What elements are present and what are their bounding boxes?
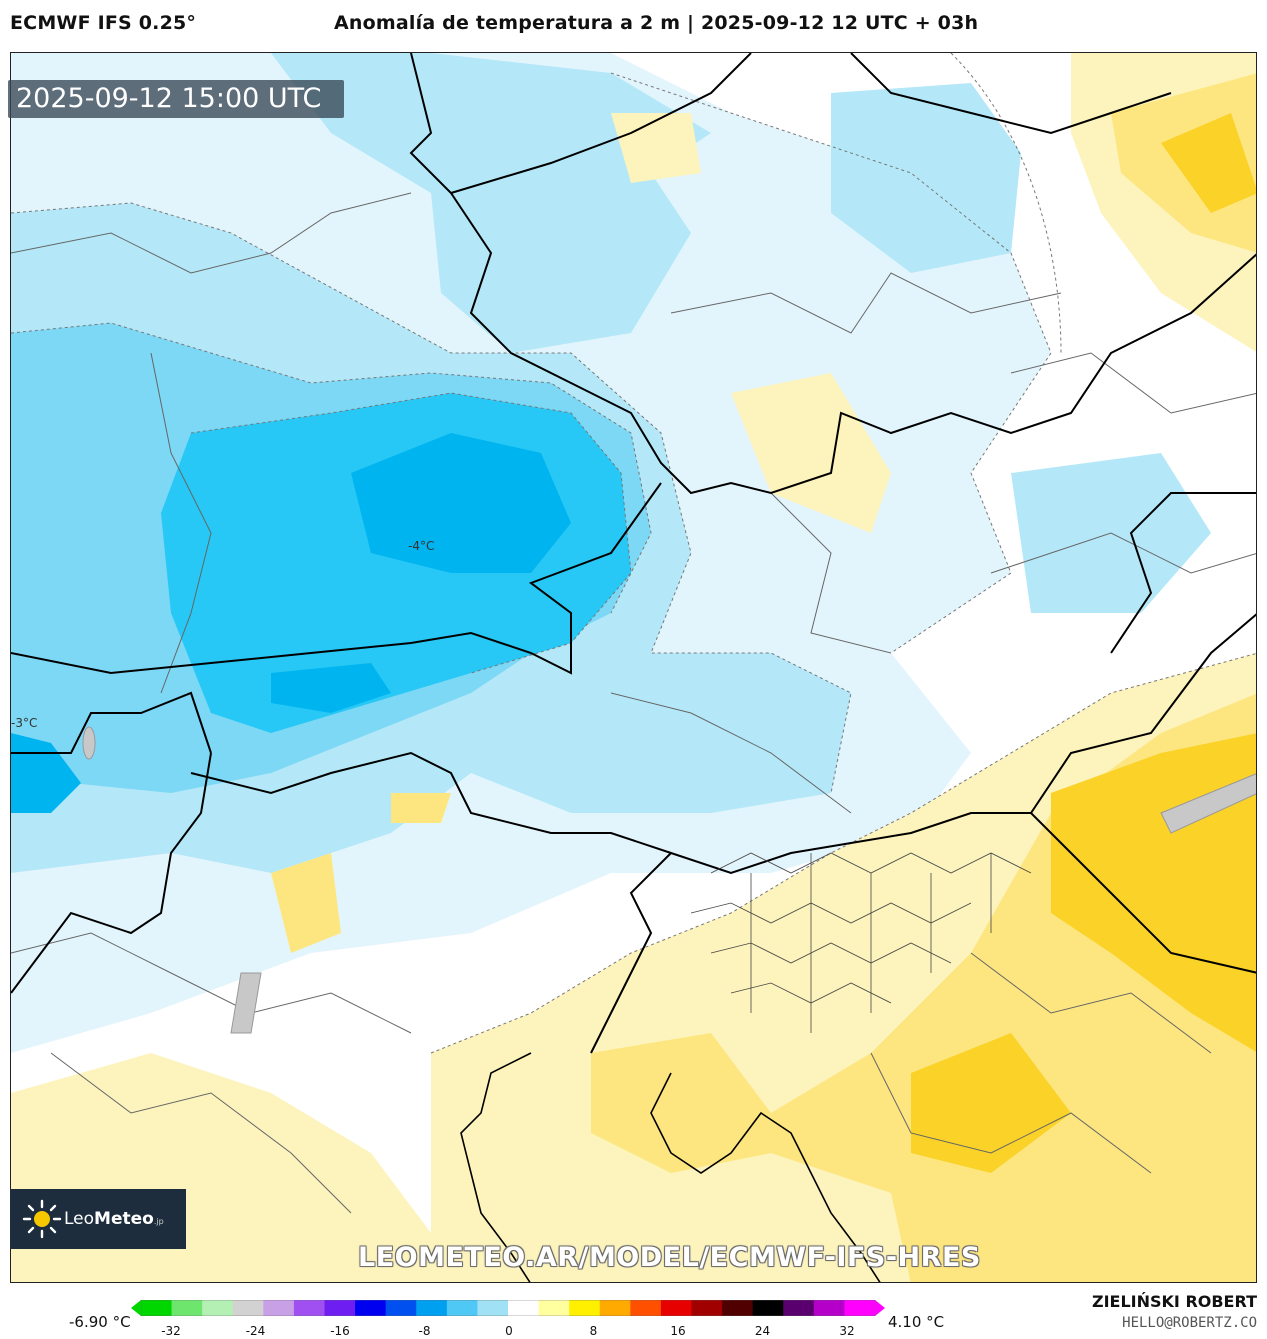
colorbar-cell <box>844 1300 876 1316</box>
colorbar-cell <box>569 1300 601 1316</box>
colorbar-cell <box>477 1300 509 1316</box>
colorbar-cell <box>263 1300 295 1316</box>
colorbar-cell <box>722 1300 754 1316</box>
colorbar-tick-label: -24 <box>245 1324 266 1338</box>
lakes <box>82 726 1256 1034</box>
cold-core-area <box>351 433 571 573</box>
contour-lines <box>11 53 1256 1054</box>
leometeo-logo[interactable]: LeoMeteo.jp <box>10 1189 186 1249</box>
logo-suffix: .jp <box>153 1217 164 1226</box>
colorbar-cell <box>171 1300 203 1316</box>
colorbar-cell <box>202 1300 234 1316</box>
warm-patch-alps <box>271 853 341 953</box>
colorbar-cell <box>783 1300 815 1316</box>
colorbar-tick-label: -8 <box>418 1324 431 1338</box>
colorbar-tick-label: 8 <box>589 1324 598 1338</box>
colorbar-cell <box>232 1300 264 1316</box>
colorbar-cell <box>630 1300 662 1316</box>
legend-min-label: -6.90 °C <box>69 1313 131 1331</box>
color-scale-bar <box>131 1300 885 1316</box>
model-name: ECMWF IFS 0.25° <box>10 12 197 34</box>
warm-patch-alps2 <box>391 793 451 823</box>
temperature-anomaly-map[interactable]: -4°C -3°C <box>10 52 1257 1283</box>
source-url-watermark: LEOMETEO.AR/MODEL/ECMWF-IFS-HRES <box>358 1242 981 1273</box>
colorbar-cell <box>538 1300 570 1316</box>
admin-borders <box>11 192 1256 1214</box>
colorbar-tick-label: 24 <box>754 1324 771 1338</box>
colorbar-cell <box>355 1300 387 1316</box>
colorbar-cell <box>599 1300 631 1316</box>
colorbar-cell <box>141 1300 173 1316</box>
min-value-label: -4°C <box>408 539 435 553</box>
warm-light-n <box>611 113 701 183</box>
colorbar-cell <box>660 1300 692 1316</box>
colorbar-cell <box>385 1300 417 1316</box>
cold-light-area-ne <box>831 83 1021 273</box>
sun-icon <box>22 1199 62 1239</box>
colorbar-cell <box>508 1300 540 1316</box>
colorbar-tick-label: 32 <box>839 1324 855 1338</box>
colorbar-cell <box>752 1300 784 1316</box>
colorbar-tick-label: -32 <box>161 1324 181 1338</box>
colorbar-cell <box>446 1300 478 1316</box>
west-value-label: -3°C <box>11 716 38 730</box>
warm-strong-se2 <box>911 1033 1071 1173</box>
logo-text: LeoMeteo.jp <box>64 1209 164 1229</box>
coastline <box>460 1052 881 1282</box>
colorbar-left-arrow <box>131 1300 141 1316</box>
logo-brand-bold: Leo <box>64 1209 95 1229</box>
colorbar-cell <box>324 1300 356 1316</box>
legend-max-label: 4.10 °C <box>888 1313 945 1331</box>
national-borders <box>11 53 1256 1054</box>
colorbar-tick-label: 16 <box>670 1324 686 1338</box>
warm-strong-ne <box>1161 113 1256 213</box>
colorbar-tick-label: 0 <box>505 1324 513 1338</box>
logo-brand-rest: Meteo <box>94 1209 154 1229</box>
author-name: ZIELIŃSKI ROBERT <box>1091 1292 1257 1311</box>
valid-time-badge: 2025-09-12 15:00 UTC <box>8 80 344 118</box>
author-email[interactable]: HELLO@ROBERTZ.CO <box>1122 1315 1257 1331</box>
colorbar-cell <box>813 1300 845 1316</box>
colorbar-cell <box>416 1300 448 1316</box>
map-canvas <box>11 53 1256 1282</box>
colorbar-cell <box>293 1300 325 1316</box>
cold-mid-area <box>11 53 711 353</box>
municipal-borders <box>690 852 1032 1033</box>
colorbar-right-arrow <box>875 1300 885 1316</box>
colorbar-tick-label: -16 <box>330 1324 350 1338</box>
colorbar-cell <box>691 1300 723 1316</box>
cold-core-alps <box>271 663 391 713</box>
map-title: Anomalía de temperatura a 2 m | 2025-09-… <box>334 12 979 34</box>
